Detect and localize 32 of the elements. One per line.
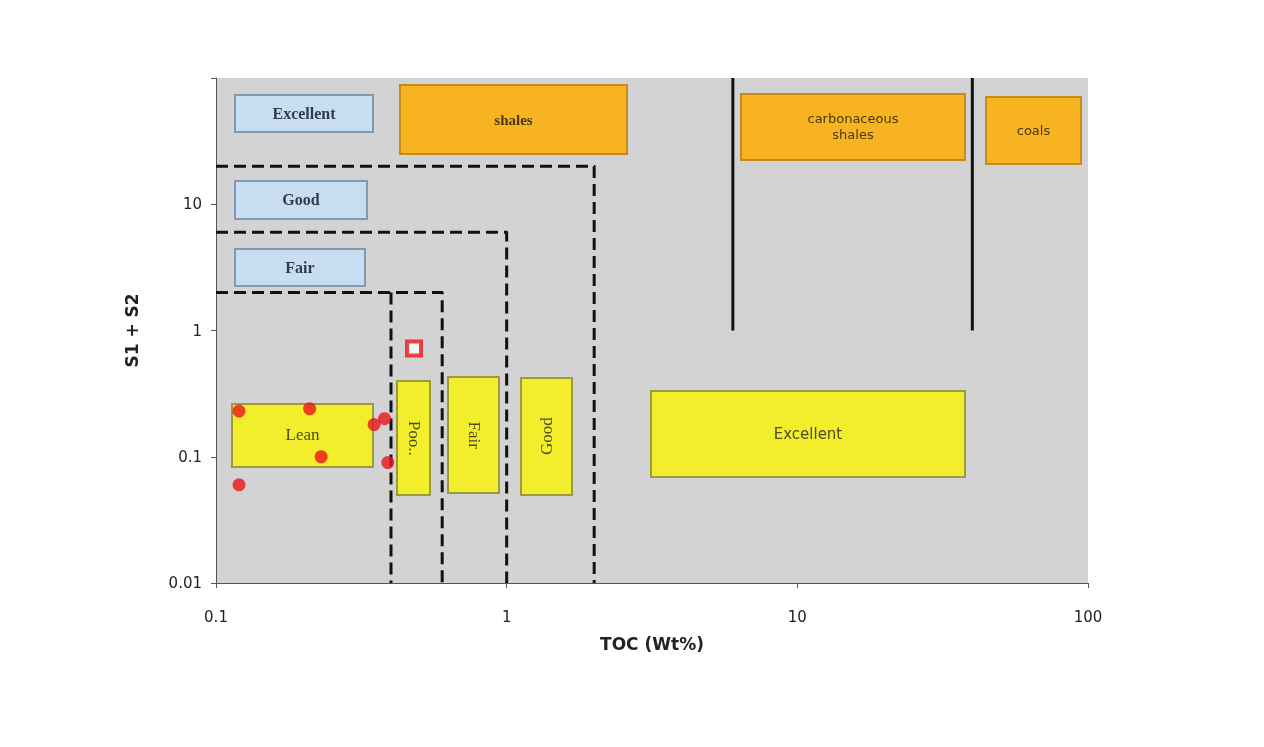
annotation: carbonaceous shales	[807, 111, 899, 143]
x-tick-label: 100	[1073, 607, 1103, 626]
label-box: Poo..	[396, 380, 431, 496]
annotation: Fair	[285, 257, 315, 278]
annotation: Poo..	[403, 420, 424, 456]
annotation: Excellent	[272, 103, 336, 124]
label-box: carbonaceous shales	[740, 93, 966, 161]
annotation: Lean	[285, 425, 320, 446]
annotation: shales	[494, 110, 533, 129]
label-box: Fair	[447, 376, 500, 494]
annotation: Good	[282, 190, 320, 210]
label-box: Good	[520, 377, 573, 496]
annotation: Fair	[463, 421, 484, 449]
label-box: Excellent	[234, 94, 374, 133]
annotation: Excellent	[773, 425, 843, 443]
label-box: Fair	[234, 248, 366, 287]
x-axis-title: TOC (Wt%)	[600, 633, 704, 654]
x-tick-label: 0.1	[204, 607, 228, 626]
label-box: coals	[985, 96, 1082, 165]
y-tick-label: 0.1	[178, 447, 202, 466]
y-axis-title: S1 + S2	[121, 293, 142, 368]
annotation: coals	[1016, 122, 1051, 139]
y-tick-label: 10	[182, 195, 202, 214]
y-tick-label: 0.01	[168, 574, 202, 592]
label-box: shales	[399, 84, 628, 155]
x-tick-label: 10	[787, 607, 807, 626]
label-box: Lean	[231, 403, 374, 468]
label-box: Good	[234, 180, 368, 220]
y-tick-label: 1	[192, 321, 202, 340]
annotation: Good	[536, 417, 557, 456]
x-tick-label: 1	[501, 607, 512, 626]
label-box: Excellent	[650, 390, 966, 478]
